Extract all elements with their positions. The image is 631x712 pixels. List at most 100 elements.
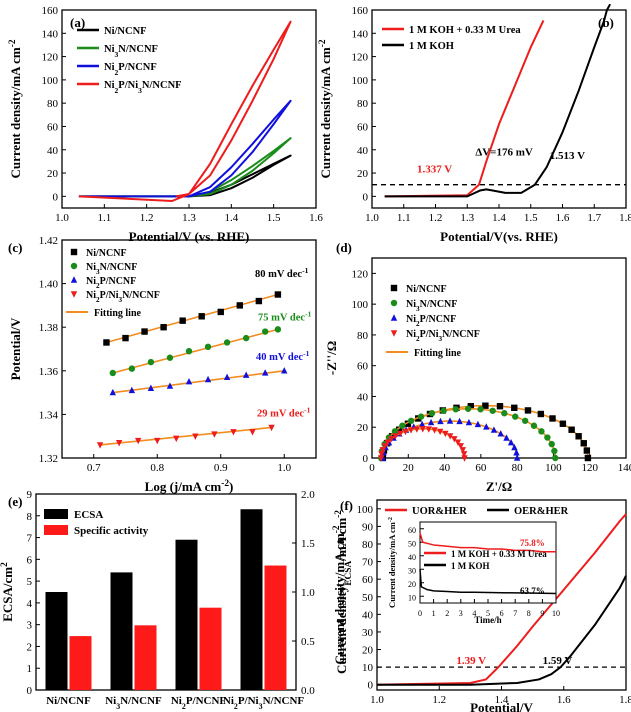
- panel-f-ylabel: Current density/mA cm-2: [332, 525, 347, 664]
- panel-b-y-tick-label: 160: [352, 5, 369, 17]
- panel-c-point-1: [185, 347, 193, 355]
- panel-f-x-tick-label: 1.8: [619, 694, 631, 706]
- panel-d-point-0: [568, 426, 575, 433]
- panel-b-x-tick-label: 1.5: [524, 212, 538, 224]
- panel-d-point-0: [575, 433, 582, 440]
- panel-d-legend-fit: Fitting line: [414, 348, 462, 359]
- panel-b-y-tick-label: 140: [352, 28, 369, 40]
- panel-d-point-2: [497, 430, 504, 437]
- panel-c-point-1: [223, 339, 231, 346]
- panel-d-point-0: [584, 454, 592, 462]
- panel-c-point-1: [274, 326, 282, 333]
- panel-c-point-3: [135, 437, 142, 445]
- inset-frame: [419, 521, 557, 604]
- panel-f-letter: (f): [340, 498, 353, 513]
- panel-d-point-1: [501, 410, 508, 417]
- panel-c-point-0: [236, 302, 243, 309]
- panel-c-legend-0: Ni/NCNF: [86, 248, 127, 259]
- panel-d-point-2: [418, 420, 426, 428]
- panel-b-x-tick-label: 1.8: [619, 212, 631, 224]
- panel-c-point-3: [249, 429, 256, 436]
- panel-f-xlabel: Potential/V: [470, 700, 533, 712]
- panel-b-x-tick-label: 1.7: [587, 212, 601, 224]
- panel-d-y-tick-label: 20: [357, 422, 369, 434]
- panel-d-point-1: [428, 410, 436, 417]
- panel-e-yleft-tick-label: 2: [27, 641, 33, 653]
- panel-c-frame: [61, 239, 317, 459]
- panel-e-yleft-tick-label: 3: [27, 620, 33, 632]
- panel-b-legend-0: 1 M KOH + 0.33 M Urea: [409, 25, 521, 36]
- inset-series-1: [419, 569, 557, 595]
- panel-d-legend-3: Ni2P/Ni3N/NCNF: [406, 329, 480, 343]
- panel-c-point-0: [217, 308, 224, 316]
- panel-d-fit-1: [380, 407, 557, 459]
- panel-d-point-1: [544, 434, 551, 441]
- panel-c-y-tick-label: 1.38: [39, 322, 59, 334]
- panel-d-point-1: [530, 422, 538, 429]
- inset-ylabel: Current density/mA cm-2: [387, 517, 397, 608]
- panel-e-ylabel-right: Current densityECSA/mA cm-2: [334, 510, 354, 674]
- panel-a-letter: (a): [70, 15, 85, 30]
- panel-d-y-tick-label: 0: [363, 453, 369, 465]
- panel-d-x-tick-label: 80: [512, 462, 524, 474]
- panel-d-point-3: [419, 426, 426, 433]
- panel-e-yleft-tick-label: 6: [27, 554, 33, 566]
- panel-e-legend-swatch-1: [44, 525, 68, 535]
- panel-a-legend-1: Ni3N/NCNF: [104, 44, 158, 59]
- panel-b-y-tick-label: 80: [357, 98, 369, 110]
- panel-c-legend-3-swatch: [70, 291, 78, 298]
- panel-d-point-3: [402, 428, 409, 436]
- panel-c-point-2: [185, 378, 193, 385]
- panel-d-point-1: [407, 417, 415, 424]
- panel-c-y-tick-label: 1.42: [39, 235, 58, 247]
- panel-c-legend-2: Ni2P/NCNF: [86, 276, 136, 290]
- panel-e-category-label: Ni2P/Ni3N/NCNF: [223, 695, 305, 711]
- panel-e-yleft-tick-label: 9: [27, 489, 33, 501]
- panel-c-point-2: [109, 388, 116, 396]
- panel-c-fit-2: [112, 370, 285, 394]
- panel-b-x-tick-label: 1.2: [429, 212, 443, 224]
- panel-c-fit-1: [112, 328, 279, 374]
- panel-e-yleft-tick-label: 4: [27, 598, 33, 610]
- panel-c-point-0: [160, 324, 167, 331]
- panel-f-x-tick-label: 1.0: [370, 694, 384, 706]
- panel-d-point-2: [446, 417, 454, 424]
- inset-y-tick-label: 10: [408, 593, 416, 602]
- inset-y-tick-label: 60: [408, 526, 416, 535]
- inset-y-tick-label: 50: [408, 539, 416, 548]
- panel-d-point-3: [425, 426, 432, 433]
- panel-d-point-0: [404, 420, 412, 427]
- inset-x-tick-label: 3: [459, 609, 463, 618]
- panel-d-point-2: [513, 454, 521, 461]
- panel-e-letter: (e): [8, 494, 22, 509]
- panel-c-legend-1: Ni3N/NCNF: [86, 262, 137, 276]
- panel-c-point-3: [115, 440, 123, 447]
- panel-d-point-1: [417, 413, 425, 420]
- panel-d-x-tick-label: 100: [545, 462, 562, 474]
- panel-c-point-2: [204, 375, 212, 383]
- panel-c-letter: (c): [8, 240, 22, 255]
- panel-c-point-2: [166, 382, 174, 389]
- panel-d-point-0: [395, 426, 403, 433]
- panel-a-y-tick-label: 140: [42, 28, 59, 40]
- panel-a-x-tick-label: 1.6: [309, 212, 323, 224]
- panel-e-yright-tick-label: 1.0: [301, 587, 315, 599]
- panel-d-point-0: [559, 420, 567, 427]
- panel-c-legend-1-swatch: [70, 262, 78, 270]
- inset-x-tick-label: 4: [472, 609, 476, 618]
- panel-f-annot-uor: 1.39 V: [456, 655, 486, 667]
- panel-c-y-tick-label: 1.36: [39, 366, 59, 378]
- panel-c-point-3: [173, 435, 180, 443]
- inset-annot-urea: 75.8%: [520, 538, 545, 548]
- panel-d-point-1: [391, 428, 399, 435]
- panel-e-yleft-tick-label: 7: [27, 533, 33, 545]
- inset-x-tick-label: 7: [513, 609, 517, 618]
- panel-e-category-label: Ni3N/NCNF: [105, 695, 162, 711]
- panel-d-point-3: [379, 447, 386, 454]
- panel-e-yleft-tick-label: 1: [27, 663, 33, 675]
- panel-d-point-3: [381, 443, 389, 450]
- panel-c-point-3: [154, 437, 161, 445]
- panel-b-x-tick-label: 1.0: [365, 212, 379, 224]
- panel-c-point-1: [242, 334, 250, 342]
- panel-b-annot-urea: 1.337 V: [417, 164, 452, 176]
